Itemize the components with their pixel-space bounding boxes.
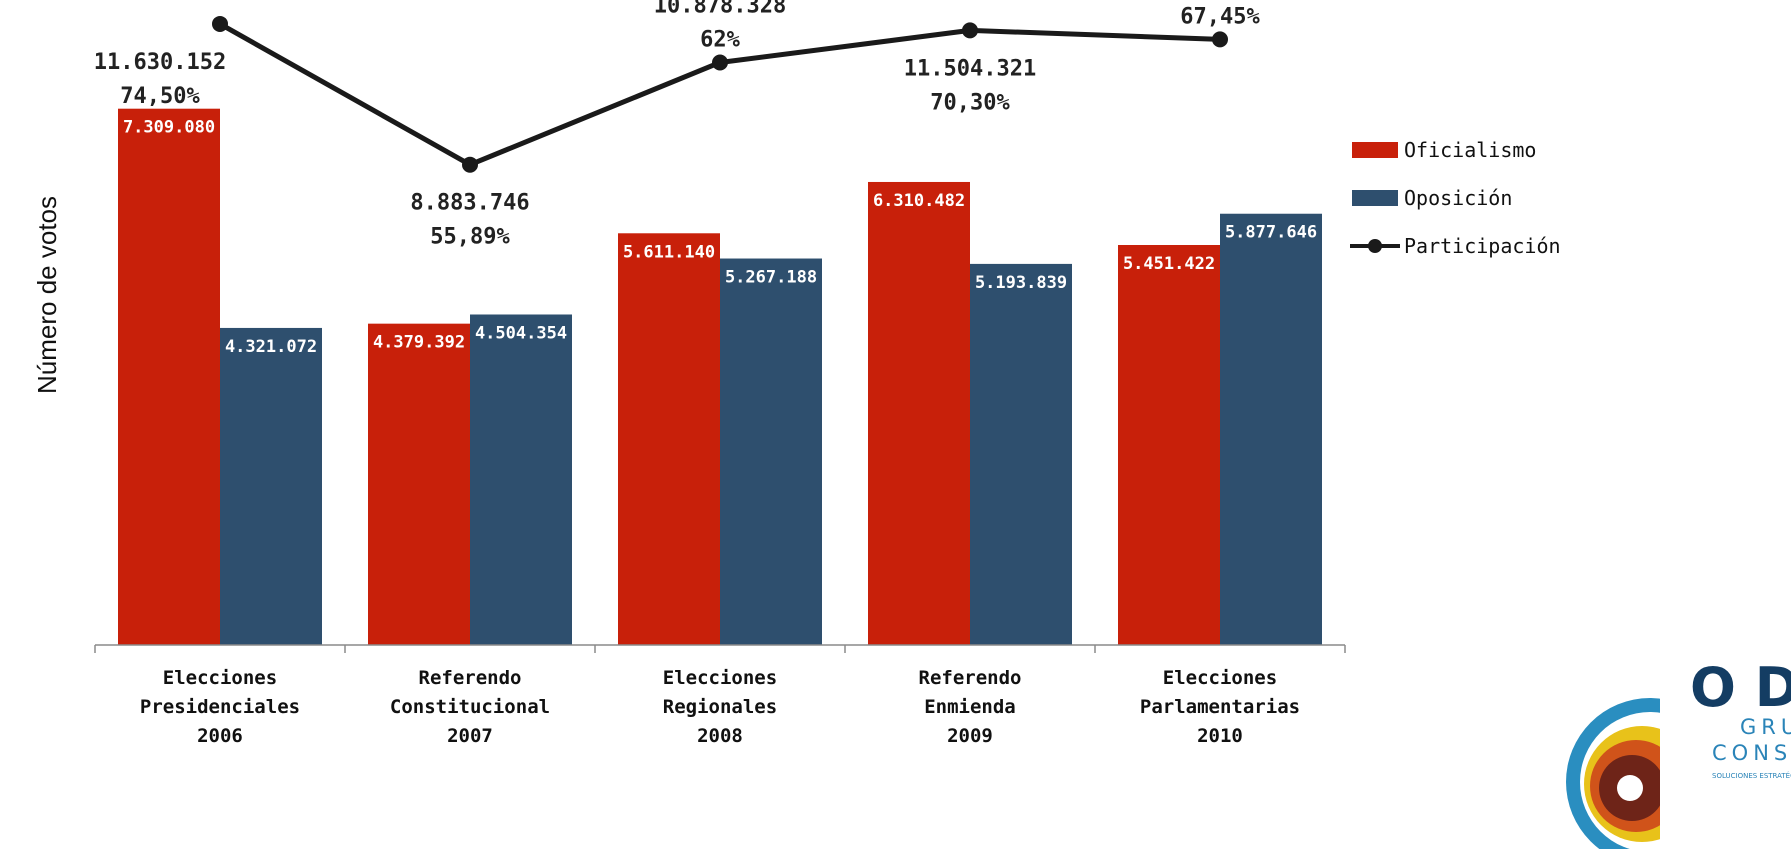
category-label: Presidenciales [140,696,300,718]
bar-oficialismo-3 [868,181,970,645]
logo-mask [1660,690,1791,849]
bar-value-label: 4.504.354 [475,323,567,343]
category-label: Constitucional [390,696,550,718]
participation-count-label: 11.630.152 [94,50,226,75]
participation-percent-label: 70,30% [930,90,1010,115]
logo-line1: GRUPO [1740,715,1791,739]
logo-tagline: SOLUCIONES ESTRATÉGICAS [1712,771,1791,780]
bar-oficialismo-2 [618,233,720,646]
bar-value-label: 5.611.140 [623,242,715,262]
legend-marker [1368,239,1382,253]
bar-oficialismo-4 [1118,245,1220,646]
bar-oposicin-0 [220,327,322,645]
participation-percent-label: 67,45% [1180,4,1260,29]
bar-value-label: 4.321.072 [225,337,317,357]
category-label: Referendo [419,667,522,689]
bar-oposicin-4 [1220,213,1322,645]
participation-percent-label: 62% [700,27,740,52]
category-label: Parlamentarias [1140,696,1300,718]
participation-point-4 [1212,31,1228,48]
legend-swatch [1352,190,1398,206]
legend-label: Participación [1404,234,1561,258]
bar-value-label: 5.267.188 [725,268,817,288]
participation-count-label: 8.883.746 [410,191,529,216]
bar-value-label: 5.193.839 [975,273,1067,293]
category-label: Elecciones [1163,667,1277,689]
x-axis: Elecciones Presidenciales 2006 Referendo Con… [94,644,1346,747]
category-label: Elecciones [163,667,277,689]
logo-center [1617,775,1643,801]
bar-value-label: 6.310.482 [873,191,965,211]
bar-oficialismo-1 [368,323,470,645]
participation-percent-label: 55,89% [430,225,510,250]
bar-value-label: 5.877.646 [1225,223,1317,243]
logo-letters: O D H [1690,656,1791,719]
category-label: Referendo [919,667,1022,689]
category-label: Enmienda [924,696,1016,718]
company-logo: O D HGRUPOCONSULTOR SOLUCIONES ESTRATÉGIC… [1566,656,1791,849]
legend-label: Oposición [1404,186,1512,210]
participation-count-label: 11.504.321 [904,56,1036,81]
bar-value-label: 5.451.422 [1123,254,1215,274]
legend: Oficialismo Oposición Participación [1350,138,1561,258]
category-label: Elecciones [663,667,777,689]
category-label: 2007 [447,725,493,747]
category-label: 2006 [197,725,243,747]
logo-line2: CONSULTOR [1712,741,1791,765]
participation-point-2 [712,54,728,71]
bar-oposicin-2 [720,258,822,645]
bar-value-label: 4.379.392 [373,333,465,353]
participation-point-1 [462,156,478,173]
legend-swatch [1352,142,1398,158]
participation-point-3 [962,22,978,39]
category-label: 2009 [947,725,993,747]
participation-point-0 [212,15,228,32]
bar-layer: 7.309.080 4.321.072 4.379.392 4.504.354 5.61… [118,108,1322,646]
category-label: Regionales [663,696,777,718]
y-axis-label: Número de votos [32,196,62,394]
bar-value-label: 7.309.080 [123,118,215,138]
participation-line-layer: 11.630.152 74,50% 8.883.746 55,89% 10.878.32… [94,0,1261,250]
bar-oficialismo-0 [118,108,220,645]
legend-label: Oficialismo [1404,138,1536,162]
bar-oposicin-3 [970,263,1072,645]
participation-percent-label: 74,50% [120,84,200,109]
category-label: 2008 [697,725,743,747]
bar-oposicin-1 [470,314,572,645]
participation-count-label: 10.878.328 [654,0,786,18]
category-label: 2010 [1197,725,1243,747]
